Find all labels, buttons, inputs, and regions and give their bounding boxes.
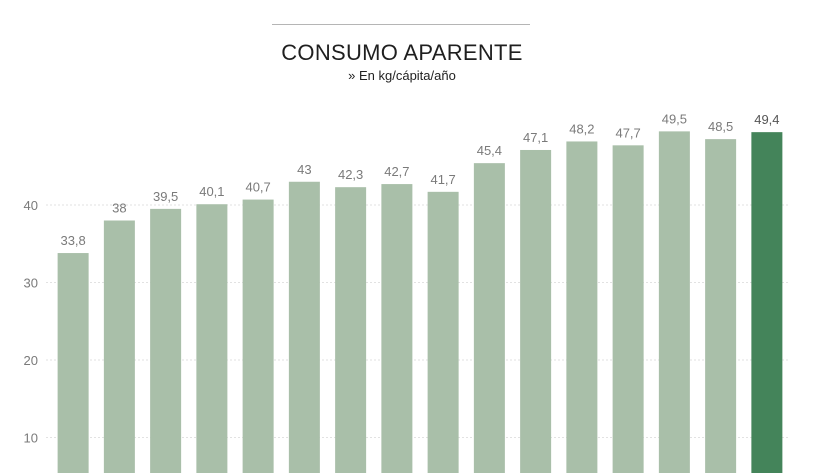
chart-title: CONSUMO APARENTE xyxy=(281,40,523,65)
bar-value-label: 49,5 xyxy=(662,111,687,126)
y-tick-label: 20 xyxy=(24,353,38,368)
bar-value-label: 48,2 xyxy=(569,121,594,136)
bar-value-label: 33,8 xyxy=(60,233,85,248)
bar xyxy=(196,204,228,473)
bar xyxy=(242,199,274,473)
bar-value-label: 39,5 xyxy=(153,189,178,204)
bars xyxy=(57,131,783,473)
bar-value-label: 40,1 xyxy=(199,184,224,199)
y-tick-label: 10 xyxy=(24,431,38,446)
bar-value-label: 47,7 xyxy=(615,125,640,140)
y-tick-label: 40 xyxy=(24,198,38,213)
bar-value-label: 47,1 xyxy=(523,130,548,145)
bar xyxy=(103,220,135,473)
bar xyxy=(150,208,182,473)
bar xyxy=(381,184,413,473)
bar-value-label: 45,4 xyxy=(477,143,502,158)
bar xyxy=(705,139,737,473)
bar xyxy=(566,141,598,473)
bar-value-label: 43 xyxy=(297,162,311,177)
bar xyxy=(57,253,89,473)
bar-value-label: 42,3 xyxy=(338,167,363,182)
top-rule xyxy=(272,24,530,25)
chart-subtitle: » En kg/cápita/año xyxy=(348,68,456,83)
bar xyxy=(520,149,552,473)
bar-value-label: 48,5 xyxy=(708,119,733,134)
bar xyxy=(335,187,367,473)
bar xyxy=(612,145,644,473)
y-tick-label: 30 xyxy=(24,276,38,291)
bar xyxy=(427,191,459,473)
bar xyxy=(473,163,505,473)
bar xyxy=(658,131,690,473)
y-axis-ticks: 10 20 30 40 xyxy=(24,198,38,446)
bar-value-label: 38 xyxy=(112,201,126,216)
bar xyxy=(288,181,320,473)
bar-value-label: 49,4 xyxy=(754,112,779,127)
bar-highlight xyxy=(751,132,783,473)
bar-value-label: 41,7 xyxy=(430,172,455,187)
value-labels: 33,8 38 39,5 40,1 40,7 43 42,3 42,7 41,7 45,4 47,1… xyxy=(60,111,779,248)
bar-value-label: 42,7 xyxy=(384,164,409,179)
bar-value-label: 40,7 xyxy=(245,180,270,195)
